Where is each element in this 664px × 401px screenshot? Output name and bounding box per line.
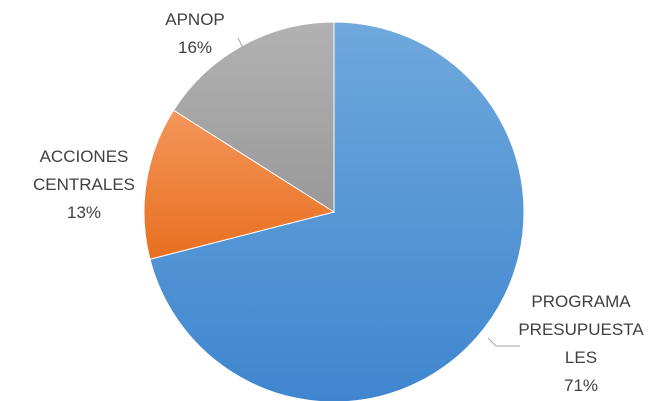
value-label: 71%: [563, 376, 599, 395]
value-label: 16%: [177, 38, 213, 57]
pie-slice: [143, 109, 336, 260]
leader-line: [237, 37, 244, 49]
category-label: APNOP: [165, 10, 225, 29]
pie-slice: [172, 21, 335, 213]
value-label: 13%: [66, 203, 102, 222]
category-label: ACCIONES CENTRALES: [32, 147, 136, 194]
leader-line: [487, 337, 520, 347]
category-label: PROGRAMA PRESUPUESTALES: [518, 292, 644, 367]
pie-slice: [149, 21, 525, 401]
